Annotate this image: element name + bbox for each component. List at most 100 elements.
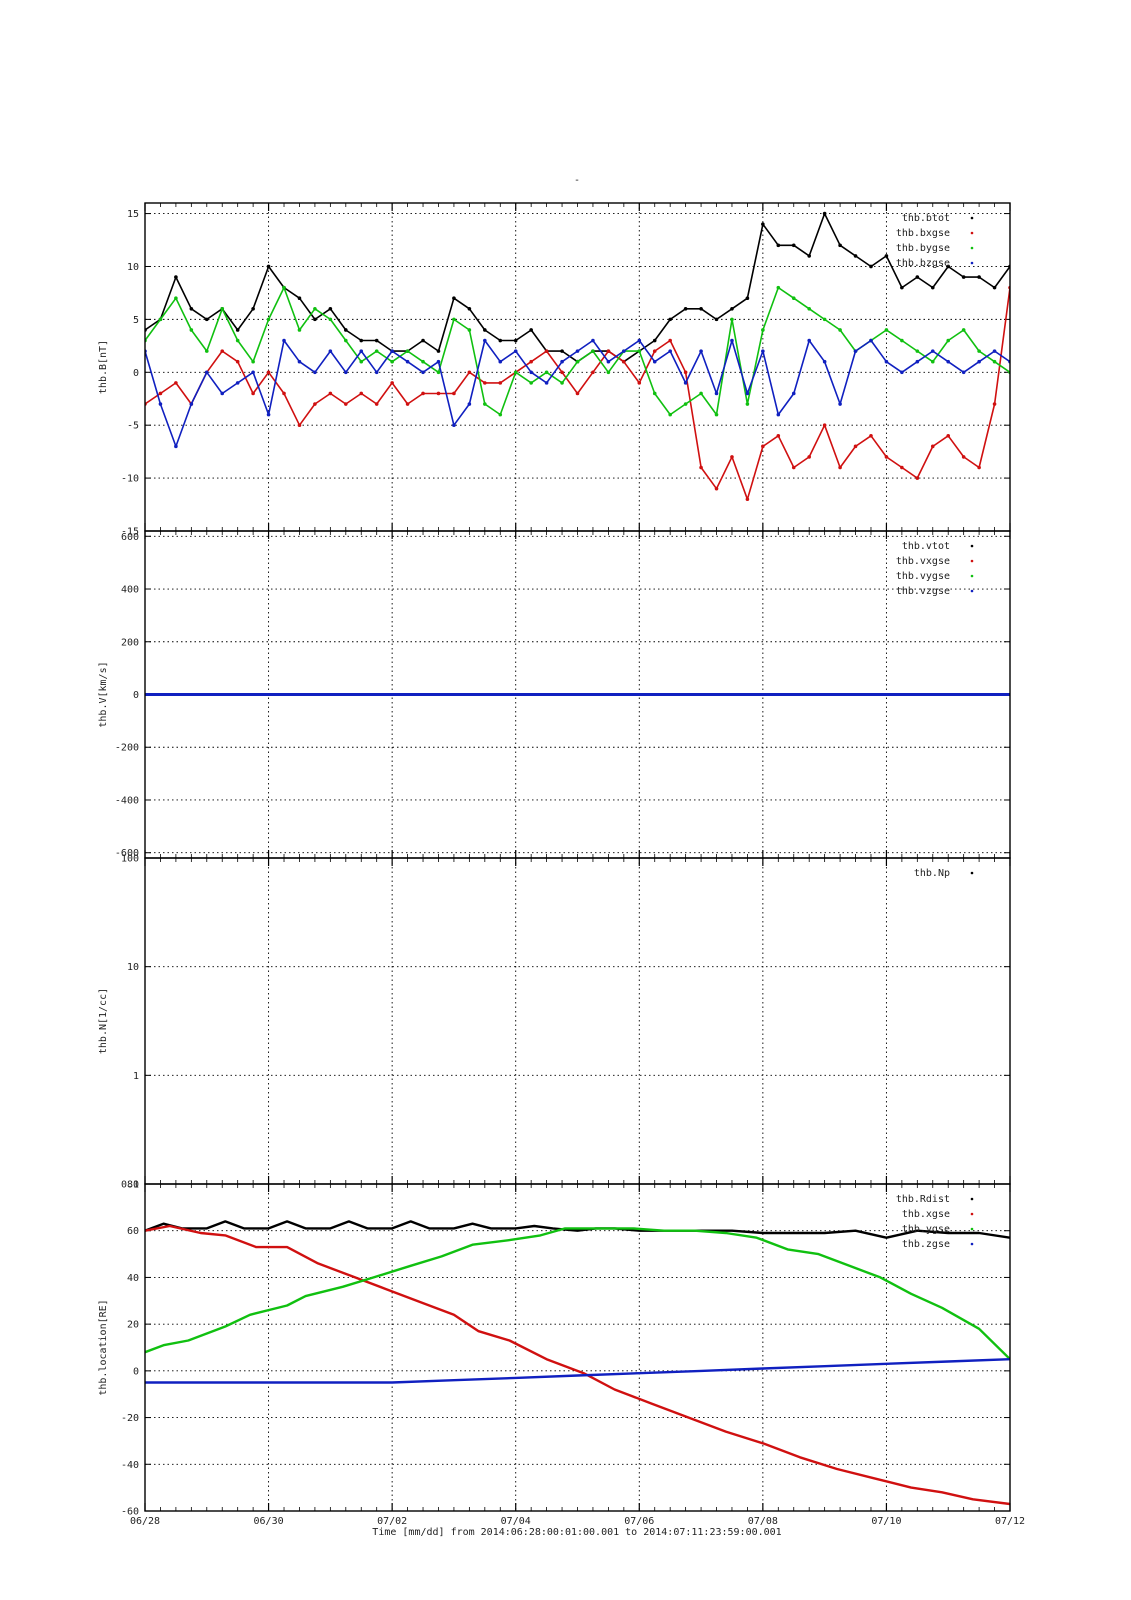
data-point-thb.bygse — [946, 338, 951, 343]
y-tick-label: -60 — [121, 1507, 139, 1518]
data-point-thb.bygse — [807, 307, 811, 311]
data-point-thb.bygse — [174, 296, 178, 301]
panel-2: 600 400 200 0 -200 -400 -600 thb.V[km/s] thb.vto… — [98, 530, 1011, 859]
data-point-thb.bzgse — [714, 391, 719, 396]
y-tick-label: -15 — [121, 527, 139, 538]
data-point-thb.bxgse — [838, 465, 842, 470]
data-point-thb.bxgse — [776, 433, 781, 438]
data-point-thb.bxgse — [498, 381, 503, 385]
data-point-thb.btot — [853, 254, 858, 258]
y-tick-label: -400 — [115, 795, 139, 806]
data-point-thb.bzgse — [282, 338, 286, 343]
data-point-thb.bygse — [930, 359, 935, 364]
data-point-thb.btot — [513, 338, 518, 343]
data-point-thb.bzgse — [483, 338, 487, 343]
x-tick-label: 07/04 — [501, 1516, 531, 1527]
data-point-thb.bygse — [513, 370, 518, 375]
data-point-thb.bxgse — [930, 444, 935, 449]
data-point-thb.bygse — [421, 359, 425, 364]
data-point-thb.bygse — [251, 359, 255, 364]
y-tick-label: -5 — [127, 421, 139, 432]
data-point-thb.bxgse — [313, 402, 317, 406]
data-point-thb.btot — [235, 328, 240, 332]
y-tick-label: -10 — [121, 474, 139, 485]
legend-marker — [970, 574, 974, 578]
legend-marker — [970, 231, 974, 235]
data-point-thb.bzgse — [513, 349, 518, 353]
data-point-thb.bzgse — [730, 338, 734, 343]
data-point-thb.bygse — [282, 285, 286, 290]
y-tick-label: 200 — [121, 637, 139, 648]
data-point-thb.bygse — [313, 307, 317, 311]
data-point-thb.bygse — [652, 391, 657, 396]
data-point-thb.btot — [900, 285, 904, 290]
data-point-thb.bxgse — [761, 444, 765, 449]
data-point-thb.bxgse — [853, 444, 858, 449]
data-point-thb.bygse — [374, 349, 379, 353]
y-tick-label: 400 — [121, 585, 139, 596]
data-point-thb.bxgse — [884, 455, 889, 459]
legend-label: thb.bzgse — [896, 258, 950, 269]
data-point-thb.bxgse — [622, 359, 626, 364]
data-point-thb.bzgse — [745, 391, 750, 396]
data-point-thb.bygse — [730, 317, 734, 322]
data-point-thb.bygse — [977, 349, 981, 353]
data-point-thb.bxgse — [483, 381, 487, 385]
data-point-thb.bxgse — [266, 370, 271, 375]
data-point-thb.bxgse — [297, 423, 302, 427]
data-point-thb.bzgse — [374, 370, 379, 375]
data-point-thb.bygse — [745, 402, 750, 406]
data-point-thb.bxgse — [730, 455, 734, 459]
data-point-thb.bzgse — [637, 338, 642, 343]
legend-marker — [970, 1227, 974, 1231]
data-point-thb.bxgse — [467, 370, 472, 375]
data-point-thb.btot — [374, 338, 379, 343]
data-point-thb.bygse — [529, 381, 533, 385]
data-point-thb.bygse — [575, 359, 580, 364]
data-point-thb.bxgse — [900, 465, 904, 470]
data-point-thb.bzgse — [174, 444, 178, 449]
data-point-thb.bzgse — [977, 359, 981, 364]
data-point-thb.bzgse — [158, 402, 163, 406]
data-point-thb.bygse — [220, 307, 225, 311]
legend-label: thb.xgse — [902, 1209, 950, 1220]
data-point-thb.bygse — [452, 317, 456, 322]
data-point-thb.bzgse — [328, 349, 333, 353]
data-point-thb.btot — [344, 328, 348, 332]
data-point-thb.bzgse — [668, 349, 672, 353]
data-point-thb.bzgse — [498, 359, 503, 364]
data-point-thb.btot — [297, 296, 302, 301]
data-point-thb.bxgse — [807, 455, 811, 459]
data-point-thb.btot — [529, 328, 533, 332]
data-point-thb.bzgse — [421, 370, 425, 375]
legend-marker — [970, 1212, 974, 1216]
data-point-thb.bygse — [915, 349, 920, 353]
data-point-thb.bzgse — [884, 359, 889, 364]
data-point-thb.bxgse — [915, 476, 920, 480]
data-point-thb.bygse — [344, 338, 348, 343]
data-point-thb.bygse — [390, 359, 394, 364]
data-point-thb.btot — [483, 328, 487, 332]
data-point-thb.btot — [699, 307, 703, 311]
data-point-thb.bxgse — [436, 391, 441, 396]
data-point-thb.bxgse — [745, 497, 750, 502]
x-tick-label: 07/08 — [748, 1516, 778, 1527]
data-point-thb.bzgse — [544, 381, 549, 385]
data-point-thb.bxgse — [683, 370, 688, 375]
legend-label: thb.Np — [914, 868, 950, 879]
data-point-thb.bzgse — [452, 423, 456, 427]
data-point-thb.btot — [313, 317, 317, 322]
data-point-thb.bxgse — [220, 349, 225, 353]
data-point-thb.bzgse — [853, 349, 858, 353]
data-point-thb.btot — [436, 349, 441, 353]
y-axis-label: thb.V[km/s] — [98, 661, 109, 727]
data-point-thb.bzgse — [266, 412, 271, 417]
data-point-thb.btot — [822, 211, 827, 216]
data-point-thb.bzgse — [204, 370, 209, 375]
data-point-thb.bygse — [204, 349, 209, 353]
panel-4: 80 60 40 20 0 -20 -40 -60 thb.location[RE] thb.Rd… — [98, 1180, 1011, 1518]
data-point-thb.bygse — [606, 370, 611, 375]
data-point-thb.bxgse — [421, 391, 425, 396]
legend-label: thb.vxgse — [896, 556, 950, 567]
